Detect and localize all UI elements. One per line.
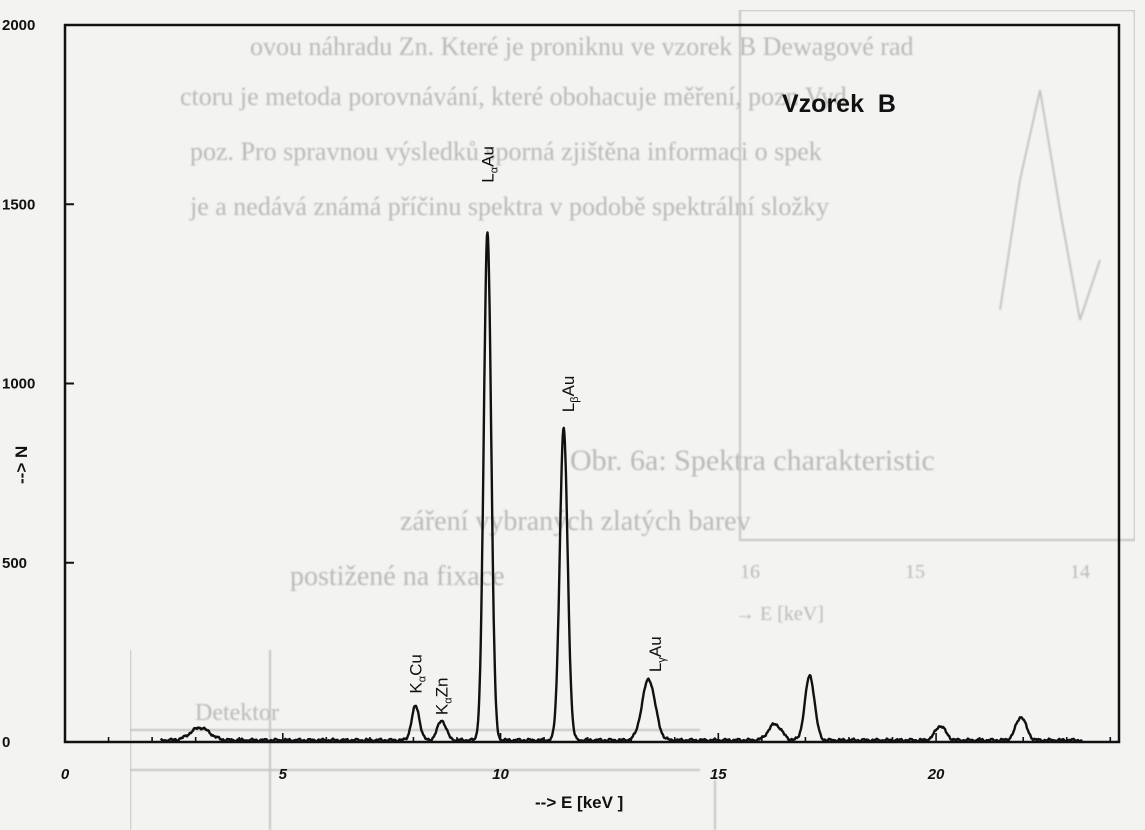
peak-label-sub: α xyxy=(417,675,429,682)
ghost-line-3: poz. Pro spravnou výsledků sporná zjiště… xyxy=(190,137,822,166)
y-axis: 0 500 1000 1500 2000 xyxy=(2,17,74,751)
ghost-line-1: ovou náhradu Zn. Které je proniknu ve vz… xyxy=(250,32,914,61)
ghost-caption-2: záření vybraných zlatých barev xyxy=(400,506,751,537)
ghost-lower-label: Detektor xyxy=(195,700,279,726)
peak-label-lgau: LγAu xyxy=(646,636,668,672)
y-tick-label: 0 xyxy=(2,734,10,751)
peak-label-sub: γ xyxy=(656,657,668,663)
peak-label-kazn: KαZn xyxy=(433,678,455,716)
peak-label-element: Cu xyxy=(407,654,426,676)
y-tick-label: 2000 xyxy=(2,17,35,34)
y-tick-label: 1500 xyxy=(2,196,35,213)
ghost-caption-3: postižené na fixace xyxy=(290,561,505,592)
x-tick-label: 15 xyxy=(710,766,727,783)
y-axis-label: --> N xyxy=(12,446,31,484)
ghost-inset-tick-3: 16 xyxy=(740,561,760,583)
ghost-inset-tick-2: 15 xyxy=(905,561,925,583)
chart-title: Vzorek B xyxy=(782,90,896,118)
ghost-line-4: je a nedává známá příčinu spektra v podo… xyxy=(189,192,829,221)
peak-label-laau: LαAu xyxy=(479,146,501,183)
x-tick-label: 0 xyxy=(61,766,70,783)
peak-label-sub: α xyxy=(443,697,455,704)
peak-label-sub: β xyxy=(569,396,581,402)
peak-label-main: L xyxy=(559,403,578,412)
x-tick-label: 10 xyxy=(492,766,509,783)
ghost-inset-axis: → E [keV] xyxy=(735,603,824,625)
y-tick-label: 1000 xyxy=(2,376,35,393)
ghost-inset-tick-1: 14 xyxy=(1070,561,1090,583)
x-tick-label: 5 xyxy=(279,766,288,783)
peak-label-element: Au xyxy=(479,146,498,167)
peak-label-main: K xyxy=(407,682,426,694)
ghost-caption-1: Obr. 6a: Spektra charakteristic xyxy=(570,444,935,477)
ghost-line-2: ctoru je metoda porovnávání, které oboha… xyxy=(180,82,847,111)
peak-label-main: L xyxy=(479,173,498,182)
peak-label-sub: α xyxy=(489,166,501,173)
y-tick-label: 500 xyxy=(2,555,27,572)
peak-label-element: Au xyxy=(646,636,665,657)
peak-label-kacu: KαCu xyxy=(407,654,429,693)
x-axis-label: --> E [keV ] xyxy=(535,793,623,812)
spectrum-line xyxy=(159,231,1083,744)
peak-label-element: Au xyxy=(559,376,578,397)
peak-label-main: L xyxy=(646,663,665,672)
plot-frame xyxy=(63,23,1121,744)
bleed-through-text: ovou náhradu Zn. Které je proniknu ve vz… xyxy=(180,32,1090,726)
peak-label-element: Zn xyxy=(433,678,452,698)
peak-label-lbau: LβAu xyxy=(559,376,581,413)
bleed-through-lines xyxy=(129,9,1136,830)
x-tick-label: 20 xyxy=(927,766,945,783)
peak-label-main: K xyxy=(433,703,452,715)
